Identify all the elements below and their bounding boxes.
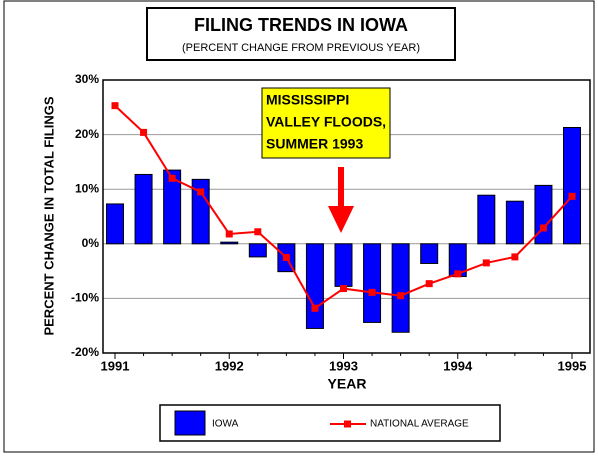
x-tick-label: 1993 [329, 358, 358, 373]
y-tick-label: 30% [75, 72, 99, 86]
bar [191, 178, 210, 245]
legend-label: NATIONAL AVERAGE [370, 419, 469, 430]
bar [248, 243, 267, 258]
line-marker [425, 280, 433, 288]
line-marker [539, 224, 547, 232]
bar [134, 173, 153, 245]
line-marker [282, 253, 290, 261]
bar [220, 241, 239, 245]
annotation-box [261, 87, 391, 159]
bar [363, 243, 382, 323]
y-tick-label: 20% [75, 127, 99, 141]
annotation-text: MISSISSIPPI [266, 92, 349, 108]
legend-swatch [174, 410, 206, 436]
bar [163, 169, 182, 245]
x-tick-label: 1991 [101, 358, 130, 373]
line-marker [482, 259, 490, 267]
chart-subtitle: (PERCENT CHANGE FROM PREVIOUS YEAR) [182, 42, 420, 54]
bar [534, 184, 553, 245]
y-tick-label: -10% [71, 291, 99, 305]
line-marker [168, 174, 176, 182]
title-box [146, 7, 456, 61]
y-tick-label: -20% [71, 345, 99, 359]
x-tick-label: 1994 [443, 358, 473, 373]
bar [305, 243, 324, 329]
bar [334, 243, 353, 287]
annotation-text: SUMMER 1993 [266, 136, 363, 152]
bar [505, 200, 524, 245]
line-marker [397, 292, 405, 300]
line-marker [140, 128, 148, 136]
x-tick-label: 1995 [558, 358, 587, 373]
plot-border [102, 79, 591, 354]
line-marker [340, 285, 347, 293]
line-marker [311, 304, 319, 312]
legend-label: IOWA [212, 419, 239, 430]
bar [563, 127, 581, 245]
x-tick-label: 1992 [215, 358, 244, 373]
chart-title: FILING TRENDS IN IOWA [194, 15, 408, 35]
annotation-text: VALLEY FLOODS, [266, 114, 386, 130]
line-marker [197, 188, 205, 196]
bar [391, 243, 410, 333]
y-axis-label: PERCENT CHANGE IN TOTAL FILINGS [41, 96, 56, 335]
line-marker [368, 288, 376, 296]
bar [477, 194, 496, 245]
bar [420, 243, 439, 264]
arrow-head [328, 206, 354, 233]
y-tick-label: 10% [75, 181, 99, 195]
line-marker [225, 230, 233, 238]
line-marker [511, 253, 519, 261]
frame [3, 0, 595, 453]
y-tick-label: 0% [82, 236, 100, 250]
legend-marker [344, 420, 351, 428]
line-marker [111, 102, 119, 110]
line-marker [568, 192, 576, 200]
line-marker [454, 270, 462, 278]
x-axis-label: YEAR [328, 376, 367, 392]
line-marker [254, 228, 262, 236]
bar [106, 203, 124, 245]
